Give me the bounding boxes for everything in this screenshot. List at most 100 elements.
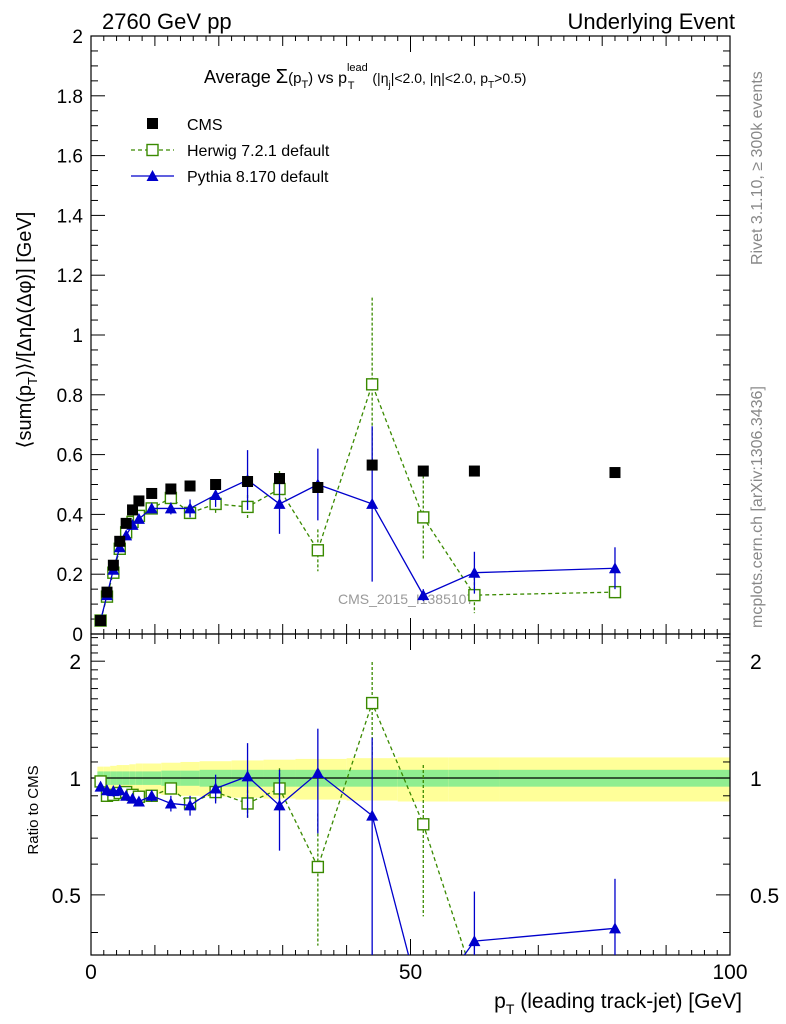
pythia-ratio-point [113,784,126,796]
legend-pythia-label: Pythia 8.170 default [187,169,329,186]
y-tick-label-ratio-right: 1 [750,768,762,791]
title-lead-sub: T [348,80,355,92]
cms-point [165,483,177,495]
pythia-point [608,562,621,574]
pythia-point [273,497,286,509]
y-tick-label-main: 1.8 [57,87,83,108]
y-tick-label-main: 1.2 [57,266,83,287]
pythia-point [145,502,158,514]
title-vs: vs p [313,70,347,87]
pythia-ratio-point [132,795,145,807]
pythia-ratio-point [209,782,222,794]
pythia-ratio-point [311,767,324,779]
herwig-ratio-point [365,696,379,710]
title-cuts-t: T [488,80,494,91]
herwig-point [365,378,379,391]
title-lead-sup: lead [347,62,368,74]
pythia-point [417,589,430,601]
pythia-ratio-point [126,792,139,804]
cms-point [146,487,158,499]
cms-point [133,495,145,507]
legend-herwig-label: Herwig 7.2.1 default [187,143,330,160]
cms-point [468,465,480,477]
header-right: Underlying Event [567,9,735,34]
cms-point [366,459,378,471]
pythia-ratio-point [468,935,481,947]
title-cuts-1: (|η [369,70,389,86]
analysis-watermark: CMS_2015_I1385107 [338,591,474,607]
title-pt-close: ) [308,70,313,87]
cms-point [312,481,324,493]
herwig-point [311,544,325,557]
cms-point [417,465,429,477]
pythia-point [184,502,197,514]
cms-point [274,473,286,485]
title-cuts-j: j [387,80,390,91]
x-axis-label: pT (leading track-jet) [GeV] [494,990,742,1017]
herwig-ratio-point [164,782,178,795]
mcplots-label: mcplots.cern.ch [arXiv:1306.3436] [749,386,766,628]
cms-point [609,467,621,479]
y-tick-label-main: 1 [72,326,83,347]
title-sigma: Σ [276,66,288,88]
herwig-ratio-point [469,975,480,986]
herwig-ratio-point [417,818,430,831]
pythia-point [209,488,222,500]
pythia-point [132,512,145,524]
title-cuts-3: >0.5) [494,70,526,86]
y-tick-label-main: 0.4 [57,505,84,526]
header-left: 2760 GeV pp [102,9,232,34]
pythia-ratio-point [273,799,286,811]
legend-herwig-marker [146,143,159,157]
x-tick-label: 100 [712,961,747,984]
y-tick-label-main: 0.6 [57,446,83,467]
pythia-ratio-point [120,789,133,801]
legend: CMS Herwig 7.2.1 default Pythia 8.170 de… [131,117,330,186]
herwig-ratio-point [311,860,325,874]
y-tick-label-main: 0.2 [57,565,83,586]
y-tick-label-ratio-right: 0.5 [750,885,779,908]
pythia-point [164,502,177,514]
axes: 0 0.2 0.4 0.6 0.8 1 1.2 1.4 1.6 1.8 2 0.5 0.5 1 1 2 2 0 50… [52,27,779,984]
legend-pythia-marker [146,170,159,181]
pythia-ratio-point [145,789,158,801]
cms-point [242,476,254,488]
legend-cms-label: CMS [187,117,223,134]
x-tick-label: 50 [399,961,422,984]
pythia-ratio-point [241,770,254,782]
title-pt-open: (p [288,70,301,87]
cms-point [127,504,139,516]
herwig-ratio-line [99,701,467,955]
rivet-label: Rivet 3.1.10, ≥ 300k events [749,71,766,265]
cms-point [101,586,113,598]
pythia-ratio-point [164,797,177,809]
cms-point [120,517,132,529]
title-pt-sub: T [301,79,308,91]
title-cuts-2: |<2.0, |η|<2.0, p [391,70,489,86]
cms-point [184,480,196,492]
pythia-ratio-point [417,1006,429,1017]
title-pre: Average [204,67,276,87]
x-tick-label: 0 [85,961,97,984]
pythia-ratio-point [94,780,107,792]
legend-cms-marker [147,118,158,129]
pythia-point [366,497,379,509]
y-tick-label-main: 0.8 [57,386,83,407]
main-plot-data [94,297,622,627]
herwig-ratio-point [609,975,620,986]
plot-title: Average Σ(pT) vs plead T (|ηj|<2.0, |η|<2… [204,62,526,92]
herwig-line [99,382,615,621]
cms-point [107,559,119,571]
cms-point [95,615,107,627]
y-axis-label-ratio: Ratio to CMS [25,765,42,854]
ratio-uncertainty-band [91,757,730,802]
pythia-ratio-point [184,799,197,811]
y-tick-label-main: 0 [72,625,83,646]
pythia-ratio-line [100,772,616,955]
y-tick-label-main: 1.6 [57,147,83,168]
y-tick-label-ratio: 2 [69,651,81,674]
ratio-plot-data [94,662,621,1017]
herwig-point [417,511,430,524]
pythia-ratio-point [366,809,379,821]
